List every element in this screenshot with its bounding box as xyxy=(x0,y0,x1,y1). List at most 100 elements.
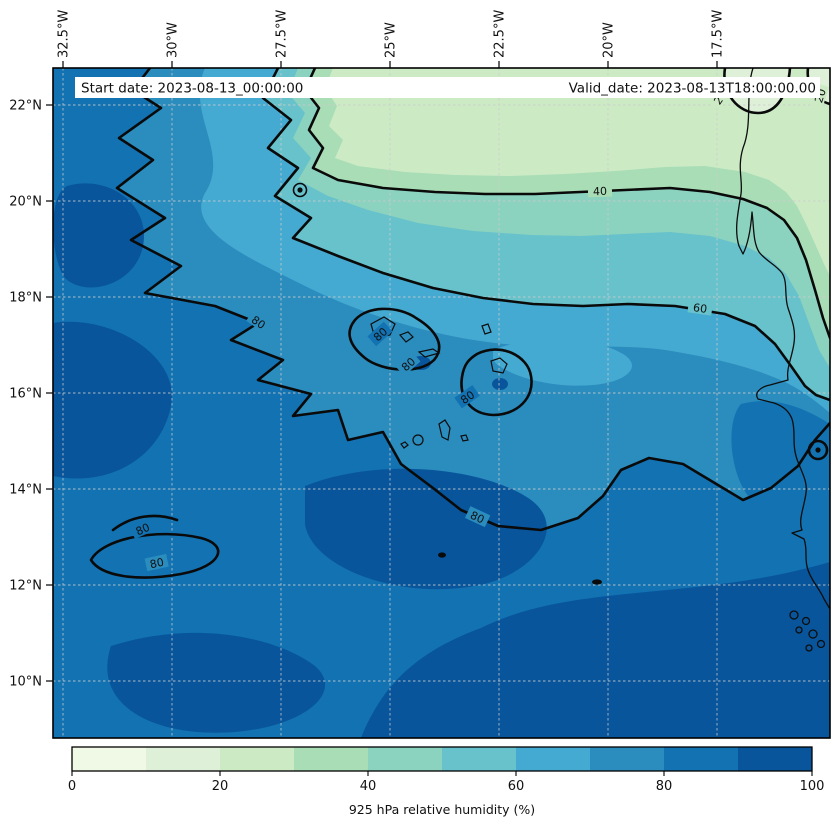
contour-label-bg xyxy=(687,299,713,316)
contour-line-60 xyxy=(261,68,830,402)
coastline-west-africa xyxy=(735,68,830,610)
contour-label-60: 60 xyxy=(687,299,713,316)
contour-line-80-main xyxy=(115,68,830,532)
bijagos-islands xyxy=(789,610,826,652)
contour-label-text: 80 xyxy=(468,509,486,527)
colorbar-segment xyxy=(516,747,590,771)
blob-90-100 xyxy=(492,378,508,390)
island-outline xyxy=(805,644,813,652)
island-outline xyxy=(808,629,818,639)
fill-blobs-90-100 xyxy=(53,183,830,738)
contour-label-80: 80 xyxy=(464,506,491,528)
contour-arc-80-bottom-left xyxy=(111,514,179,532)
colorbar-tick-label: 80 xyxy=(656,779,673,794)
contour-label-bg xyxy=(129,518,156,540)
contour-label-text: 40 xyxy=(593,185,607,198)
colorbar-ticks xyxy=(71,771,813,776)
colorbar-segments xyxy=(72,747,812,771)
graticule xyxy=(53,68,830,738)
colorbar-axis-label: 925 hPa relative humidity (%) xyxy=(349,802,535,817)
contour-label-bg xyxy=(246,310,272,334)
colorbar-tick-labels: 0 20 40 60 80 100 xyxy=(68,779,825,794)
contour-label-bg xyxy=(454,385,480,409)
island-outline xyxy=(801,616,811,626)
blob-90-100 xyxy=(305,468,547,590)
contour-label-80: 80 xyxy=(129,518,156,540)
lat-tick-label: 20°N xyxy=(9,195,42,210)
title-strip-bg xyxy=(75,77,820,98)
title-strip: Start date: 2023-08-13_00:00:00 Valid_da… xyxy=(75,77,820,98)
contour-label-bg xyxy=(395,351,421,377)
contour-loop-80-nw-islands xyxy=(348,307,441,371)
colorbar-tick-label: 100 xyxy=(800,779,825,794)
left-axis-labels: 22°N 20°N 18°N 16°N 14°N 12°N 10°N xyxy=(9,99,42,690)
contour-label-bg xyxy=(587,183,613,198)
lon-tick-label: 30°W xyxy=(166,22,181,58)
colorbar-segment xyxy=(220,747,294,771)
contour-loop-80-e-islands xyxy=(460,348,533,417)
colorbar-segment xyxy=(294,747,368,771)
lat-tick-label: 14°N xyxy=(9,483,42,498)
contour-labels: 20 20 40 60 80 80 80 xyxy=(129,83,830,572)
lon-tick-label: 17.5°W xyxy=(711,10,726,58)
colorbar: 0 20 40 60 80 100 925 hPa relative humid… xyxy=(68,746,825,817)
colorbar-segment xyxy=(442,747,516,771)
valid-date-label: Valid_date: 2023-08-13T18:00:00.00 xyxy=(569,81,816,97)
spot-dot xyxy=(815,447,821,453)
contour-label-text: 60 xyxy=(692,301,708,316)
lat-tick-label: 16°N xyxy=(9,387,42,402)
contour-label-text: 80 xyxy=(134,521,152,539)
colorbar-segment xyxy=(368,747,442,771)
contour-label-80: 80 xyxy=(144,553,169,572)
top-axis xyxy=(62,61,718,68)
blob-90-100 xyxy=(53,183,144,288)
fill-pocket-60-70 xyxy=(493,339,632,386)
contour-label-40: 40 xyxy=(587,183,613,198)
lat-tick-label: 12°N xyxy=(9,579,42,594)
island-outline xyxy=(412,434,424,446)
lon-tick-label: 22.5°W xyxy=(493,10,508,58)
contour-label-text: 80 xyxy=(149,556,165,572)
lon-tick-label: 32.5°W xyxy=(57,10,72,58)
island-outline xyxy=(460,434,469,442)
contour-label-bg xyxy=(367,321,393,347)
island-outline xyxy=(789,610,799,620)
lat-tick-label: 22°N xyxy=(9,99,42,114)
spot-ring xyxy=(292,182,308,198)
blob-90-100 xyxy=(107,632,326,733)
cape-verde-islands xyxy=(370,316,508,449)
colorbar-outline xyxy=(71,746,813,772)
contour-line-40 xyxy=(303,68,830,340)
colorbar-tick-label: 20 xyxy=(212,779,229,794)
contour-label-bg xyxy=(144,553,169,572)
lat-tick-label: 10°N xyxy=(9,675,42,690)
colorbar-tick-label: 0 xyxy=(68,779,76,794)
spot-dot xyxy=(297,187,303,193)
colorbar-tick-label: 60 xyxy=(508,779,525,794)
spot-dot xyxy=(438,552,446,558)
island-outline xyxy=(816,639,826,649)
colorbar-segment xyxy=(590,747,664,771)
lon-tick-label: 25°W xyxy=(384,22,399,58)
map-layers: 20 20 40 60 80 80 80 xyxy=(53,68,830,738)
map-plot: 20 20 40 60 80 80 80 xyxy=(52,67,831,739)
left-axis xyxy=(46,104,53,682)
colorbar-tick-label: 40 xyxy=(360,779,377,794)
blob-90-100 xyxy=(361,562,830,738)
blob-90-100 xyxy=(53,321,172,479)
colorbar-segment xyxy=(72,747,146,771)
island-outline xyxy=(795,626,803,634)
island-outline xyxy=(490,357,508,374)
coastlines xyxy=(370,68,830,652)
spot-dot xyxy=(592,579,602,585)
island-outline xyxy=(417,348,441,358)
top-axis-labels: 32.5°W 30°W 27.5°W 25°W 22.5°W 20°W 17.5… xyxy=(57,10,726,58)
contour-loop-80-bottom-left xyxy=(89,532,220,579)
lon-tick-label: 27.5°W xyxy=(275,10,290,58)
island-outline xyxy=(438,419,451,441)
colorbar-segment xyxy=(664,747,738,771)
axes-frame xyxy=(52,67,831,739)
contour-label-bg xyxy=(464,506,491,528)
colorbar-segment xyxy=(146,747,220,771)
